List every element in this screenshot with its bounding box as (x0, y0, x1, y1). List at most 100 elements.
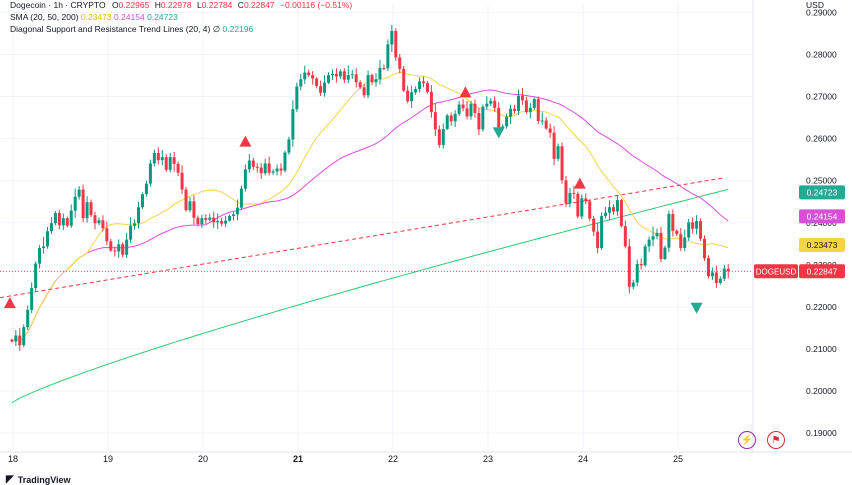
candle-body (671, 213, 675, 231)
candle-body (354, 74, 358, 83)
candle-body (481, 106, 485, 130)
candle-body (414, 88, 418, 93)
candle-body (691, 222, 695, 229)
candle-body (714, 272, 718, 283)
candle-body (172, 157, 176, 164)
legend-trend[interactable]: Diagonal Support and Resistance Trend Li… (10, 24, 253, 35)
close-value: 0.22847 (243, 0, 275, 10)
candle-body (247, 160, 251, 170)
candle-body (564, 180, 568, 204)
candle-body (342, 71, 346, 80)
candle-body (402, 68, 406, 91)
price-tag-bg (799, 209, 845, 224)
trend-line (0, 177, 725, 299)
candle-body (611, 207, 615, 212)
candle-body (212, 217, 216, 223)
candle-body (168, 157, 172, 170)
low-label: L (196, 0, 202, 10)
candle-body (544, 120, 548, 129)
candle-body (208, 217, 212, 220)
candle-body (18, 335, 22, 346)
candle-body (548, 128, 552, 133)
candle-body (520, 95, 524, 101)
candle-body (129, 225, 133, 240)
candle-body (49, 223, 53, 232)
candle-body (224, 220, 228, 224)
y-tick-label: 0.21000 (806, 344, 837, 354)
candle-body (663, 247, 667, 259)
price-tag-bg (799, 237, 845, 252)
candle-body (588, 201, 592, 219)
candle-body (469, 103, 473, 117)
candle-body (390, 30, 394, 45)
candle-body (489, 100, 493, 104)
candle-body (334, 73, 338, 77)
candle-body (85, 202, 89, 219)
candle-body (22, 327, 26, 346)
candle-body (101, 220, 105, 229)
lightning-icon[interactable]: ⚡ (738, 431, 756, 449)
candle-body (710, 272, 714, 277)
candle-body (140, 194, 144, 208)
candle-body (263, 163, 267, 174)
flag-icon[interactable]: ⚑ (767, 431, 785, 449)
trend-label: Diagonal Support and Resistance Trend Li… (10, 24, 211, 34)
candle-body (374, 79, 378, 83)
candle-body (406, 90, 410, 102)
candle-body (485, 103, 489, 107)
sma50-line (11, 89, 729, 342)
candle-body (144, 183, 148, 195)
candle-body (433, 112, 437, 130)
candle-body (362, 87, 366, 96)
high-value: 0.22978 (160, 0, 192, 10)
candle-body (457, 104, 461, 114)
candle-body (703, 238, 707, 259)
candle-body (706, 258, 710, 277)
last-price-tag-bg (799, 264, 845, 279)
buy-signal-marker (492, 127, 505, 139)
trend-symbol: ∅ (212, 24, 221, 34)
candle-body (125, 239, 129, 255)
candle-body (568, 192, 572, 204)
candle-body (441, 128, 445, 145)
tv-brand: TradingView (17, 474, 71, 485)
candle-body (370, 75, 374, 83)
y-tick-label: 0.28000 (806, 49, 837, 59)
candle-body (38, 248, 42, 264)
legend-sma[interactable]: SMA (20, 50, 200) 0.23473 0.24154 0.2472… (10, 12, 178, 22)
candle-body (113, 250, 117, 252)
candle-body (687, 222, 691, 238)
legend-ohlc: Dogecoin · 1h · CRYPTO O0.22965 H0.22978… (10, 0, 352, 10)
x-tick-label: 18 (8, 454, 18, 464)
candle-body (228, 216, 232, 221)
candle-body (722, 268, 726, 279)
candle-body (53, 213, 57, 224)
candle-body (275, 168, 279, 172)
candle-body (330, 73, 334, 76)
tv-logo-icon: ◤ (6, 474, 14, 485)
candle-body (10, 339, 14, 342)
candle-body (315, 78, 319, 87)
x-tick-label: 19 (103, 454, 113, 464)
price-tag-bg (799, 185, 845, 200)
candle-body (164, 157, 168, 170)
x-tick-label: 21 (293, 454, 303, 464)
sma50-value: 0.24154 (114, 12, 145, 22)
candle-body (137, 207, 141, 224)
symbol-tag-label: DOGEUSD (756, 267, 797, 276)
candle-body (576, 193, 580, 217)
low-value: 0.22784 (201, 0, 233, 10)
candle-body (291, 109, 295, 140)
candle-body (552, 132, 556, 159)
candle-body (429, 91, 433, 113)
candle-body (608, 207, 612, 213)
price-tag-value: 0.24723 (807, 187, 838, 197)
sell-signal-marker (3, 297, 16, 309)
candle-body (651, 236, 655, 240)
candle-body (505, 116, 509, 127)
candle-body (42, 246, 46, 249)
change-value: −0.00116 (−0.51%) (280, 0, 353, 10)
candle-body (45, 231, 49, 247)
y-tick-label: 0.25000 (806, 176, 837, 186)
